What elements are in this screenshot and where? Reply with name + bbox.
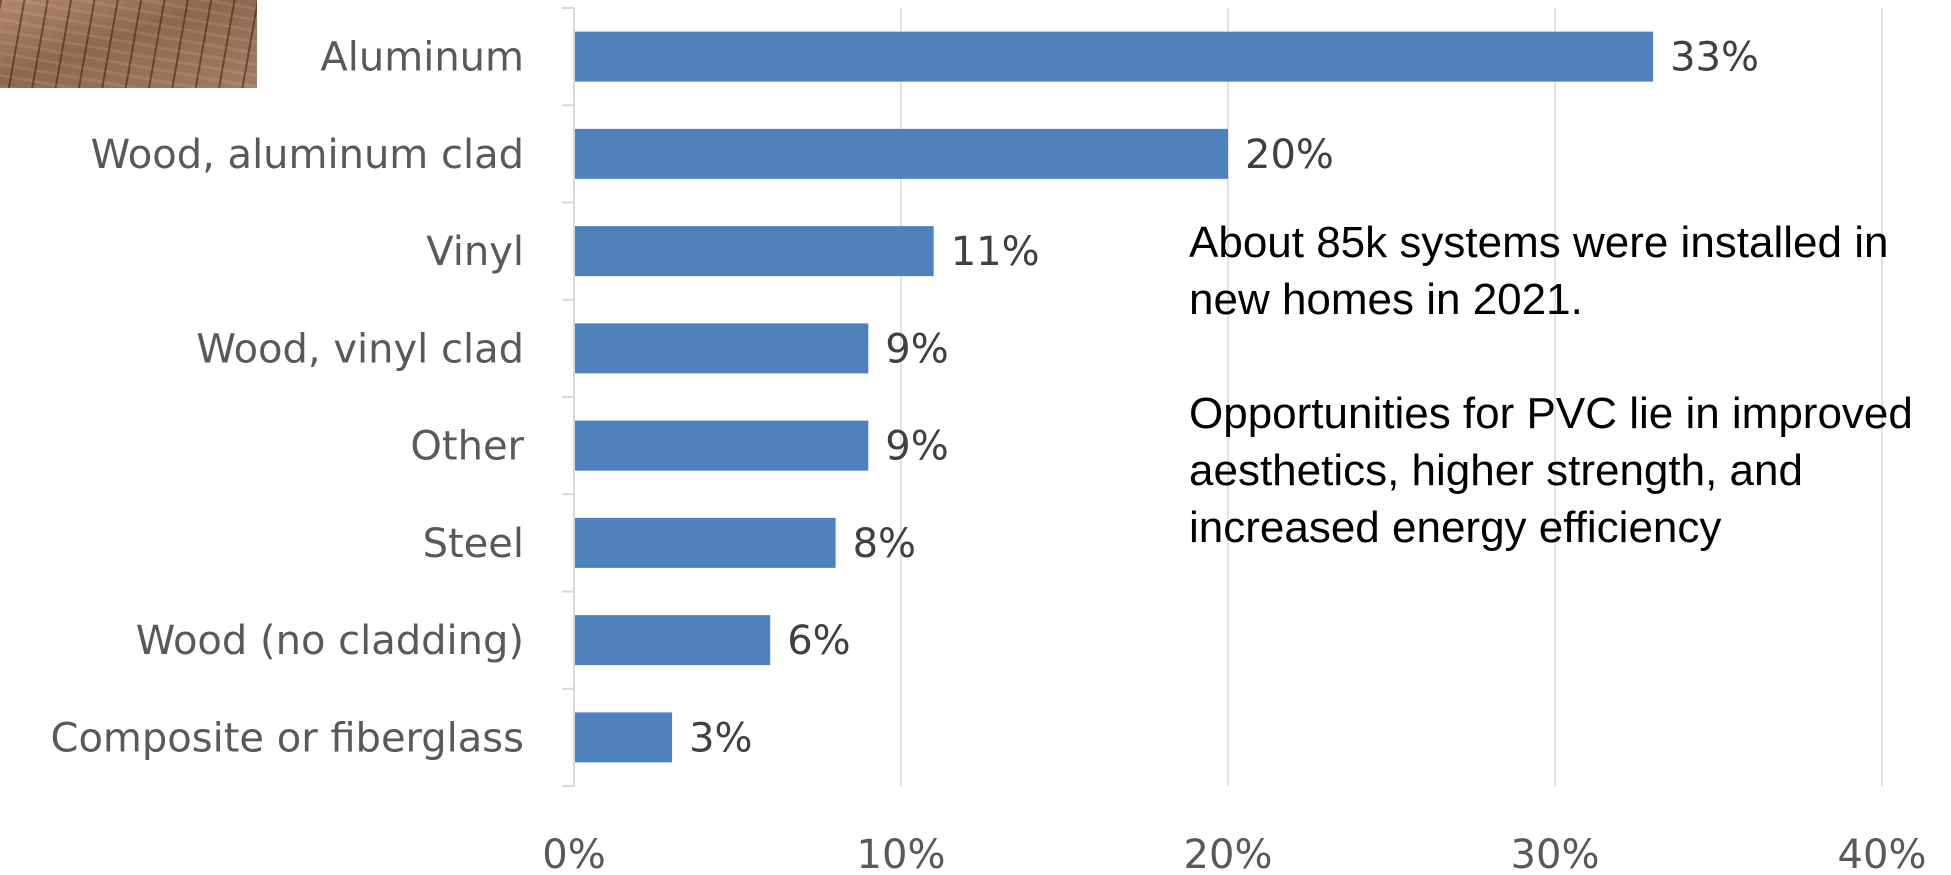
data-label: 8% [853,521,916,567]
category-label: Wood (no cladding) [136,618,524,664]
bar [575,31,1654,82]
wood-deck-photo [0,0,257,88]
x-tick-label: 0% [542,832,605,875]
data-label: 6% [787,618,850,664]
annotation-text: About 85k systems were installed in new … [1189,214,1929,556]
category-label: Aluminum [320,35,524,81]
x-tick-label: 30% [1511,832,1600,875]
category-label: Composite or fiberglass [51,715,524,761]
data-label: 3% [689,715,752,761]
category-label: Vinyl [426,229,524,275]
bar [575,420,869,471]
category-label: Steel [423,521,524,567]
data-label: 33% [1670,35,1759,81]
annotation-installed-count: About 85k systems were installed in new … [1189,218,1889,324]
data-label: 11% [951,229,1040,275]
data-label: 9% [885,326,948,372]
data-label: 9% [885,424,948,470]
category-label: Wood, aluminum clad [91,132,524,178]
annotation-pvc-opportunities: Opportunities for PVC lie in improved ae… [1189,389,1913,552]
bar [575,615,771,666]
bar [575,128,1228,179]
category-label: Other [410,424,524,470]
x-tick-label: 40% [1838,832,1927,875]
category-label: Wood, vinyl clad [196,326,524,372]
bar [575,226,934,277]
x-tick-label: 10% [857,832,946,875]
bar [575,517,836,568]
bar [575,712,673,763]
bar [575,323,869,374]
x-tick-label: 20% [1184,832,1273,875]
data-label: 20% [1245,132,1334,178]
